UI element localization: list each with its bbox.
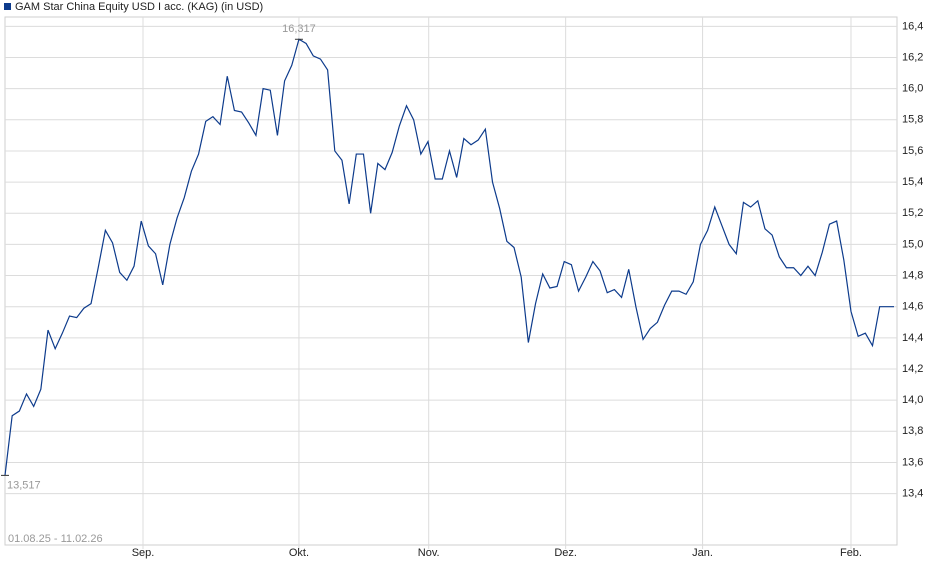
y-tick-label: 16,0 [902, 83, 923, 95]
min-label: 13,517 [7, 479, 41, 491]
legend-label: GAM Star China Equity USD I acc. (KAG) (… [15, 1, 263, 13]
y-tick-label: 14,8 [902, 269, 923, 281]
y-tick-label: 14,6 [902, 301, 923, 313]
x-tick-label: Sep. [132, 547, 155, 559]
y-tick-label: 15,0 [902, 238, 923, 250]
y-tick-label: 13,6 [902, 456, 923, 468]
x-tick-label: Dez. [554, 547, 577, 559]
y-tick-label: 15,6 [902, 145, 923, 157]
price-line [4, 38, 894, 476]
y-tick-label: 15,2 [902, 207, 923, 219]
y-tick-label: 14,2 [902, 363, 923, 375]
date-range: 01.08.25 - 11.02.26 [8, 533, 103, 545]
y-tick-label: 14,4 [902, 332, 923, 344]
x-tick-label: Okt. [289, 547, 309, 559]
y-tick-label: 15,4 [902, 176, 923, 188]
y-tick-label: 13,8 [902, 425, 923, 437]
x-tick-label: Feb. [840, 547, 862, 559]
y-tick-label: 15,8 [902, 114, 923, 126]
x-tick-label: Nov. [418, 547, 440, 559]
y-tick-label: 14,0 [902, 394, 923, 406]
legend-swatch [4, 3, 11, 10]
y-tick-label: 16,4 [902, 20, 923, 32]
x-tick-label: Jan. [692, 547, 713, 559]
y-tick-label: 13,4 [902, 488, 923, 500]
y-tick-label: 16,2 [902, 51, 923, 63]
max-label: 16,317 [282, 23, 316, 35]
plot-frame [4, 16, 898, 546]
